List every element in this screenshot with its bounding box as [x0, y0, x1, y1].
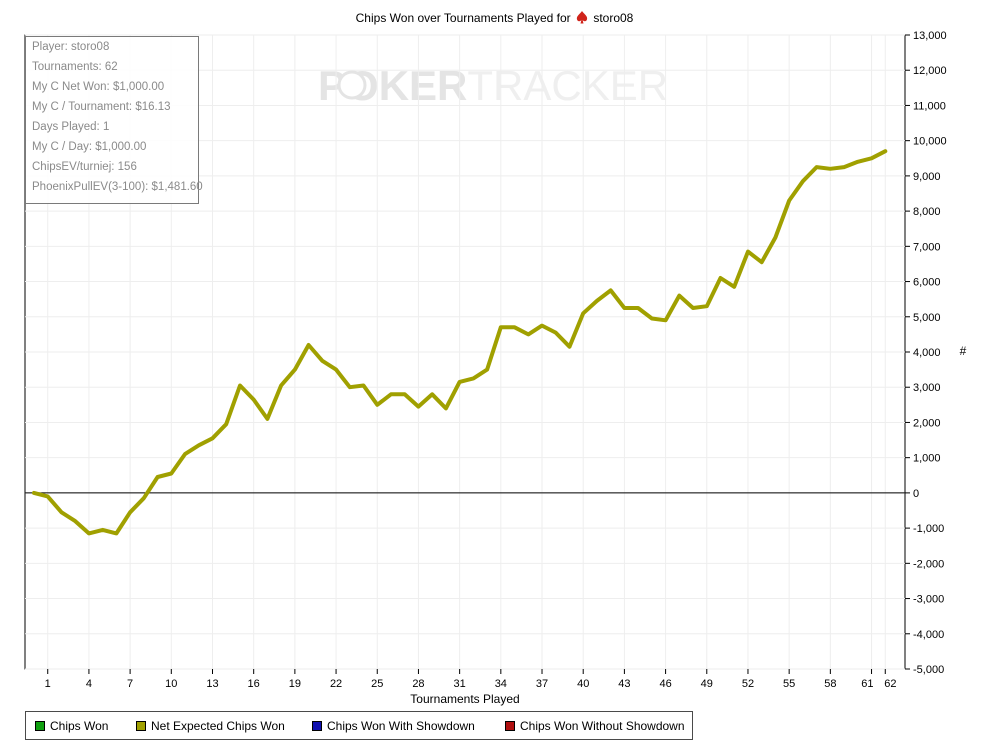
x-tick-label: 61 [861, 678, 873, 690]
legend-label: Net Expected Chips Won [151, 719, 285, 733]
x-tick-label: 16 [248, 678, 260, 690]
x-tick-label: 40 [577, 678, 589, 690]
x-tick-label: 37 [536, 678, 548, 690]
series-group [32, 149, 888, 536]
y-tick-label: 12,000 [913, 65, 947, 77]
y-tick-label: 1,000 [913, 453, 941, 465]
y-tick-label: -2,000 [913, 558, 944, 570]
x-tick-label: 31 [454, 678, 466, 690]
stats-line: ChipsEV/turniej: 156 [32, 161, 137, 173]
chart-title: Chips Won over Tournaments Played for st… [0, 11, 989, 25]
legend-swatch [505, 721, 515, 731]
x-tick-label: 1 [45, 678, 51, 690]
x-tick-label: 25 [371, 678, 383, 690]
watermark-chip-icon [337, 70, 367, 100]
x-tick-label: 13 [206, 678, 218, 690]
y-tick-label: 6,000 [913, 277, 941, 289]
x-axis: 1 4 7 10 13 16 19 22 25 28 31 34 37 40 43 46 49 52 55 58 61 6… [45, 669, 897, 690]
legend-swatch [312, 721, 322, 731]
x-tick-label: 22 [330, 678, 342, 690]
legend-item[interactable]: Chips Won [35, 719, 108, 733]
stats-line: Days Played: 1 [32, 121, 110, 133]
y-tick-label: 10,000 [913, 136, 947, 148]
pokerstars-spade-icon [576, 11, 588, 24]
stats-line: My C Net Won: $1,000.00 [32, 81, 165, 93]
stats-box: Player: storo08 Tournaments: 62 My C Net W… [25, 36, 203, 204]
legend-item[interactable]: Chips Won Without Showdown [505, 719, 685, 733]
y-tick-label: 11,000 [913, 100, 946, 112]
x-tick-label: 58 [824, 678, 836, 690]
stats-line: Player: storo08 [32, 41, 110, 53]
y-tick-label: 2,000 [913, 417, 941, 429]
watermark-text: POKERTRACKER [318, 62, 668, 109]
x-tick-label: 4 [86, 678, 92, 690]
x-tick-label: 46 [659, 678, 671, 690]
legend-swatch [35, 721, 45, 731]
y-tick-label: 3,000 [913, 382, 941, 394]
y-tick-label: -1,000 [913, 523, 944, 535]
legend: Chips Won Net Expected Chips Won Chips Won… [25, 711, 693, 740]
title-player: storo08 [593, 11, 634, 25]
stats-line: My C / Tournament: $16.13 [32, 101, 171, 113]
x-tick-label: 28 [412, 678, 424, 690]
pokertracker-watermark: POKERTRACKER [318, 62, 668, 109]
x-tick-label: 52 [742, 678, 754, 690]
y-tick-label: 5,000 [913, 312, 941, 324]
x-tick-label: 34 [495, 678, 507, 690]
legend-item[interactable]: Net Expected Chips Won [136, 719, 285, 733]
x-tick-label: 62 [884, 678, 896, 690]
y-tick-label: -3,000 [913, 594, 944, 606]
y-tick-label: 0 [913, 488, 919, 500]
x-tick-label: 49 [701, 678, 713, 690]
y-tick-label: 13,000 [913, 30, 947, 42]
y-axis-label: # [960, 344, 967, 358]
y-axis: -5,000 -4,000 -3,000 -2,000 -1,000 0 1,000 2,00… [905, 30, 947, 676]
stats-line: PhoenixPullEV(3-100): $1,481.60 [32, 181, 203, 193]
x-tick-label: 55 [783, 678, 795, 690]
x-tick-label: 19 [289, 678, 301, 690]
legend-item[interactable]: Chips Won With Showdown [312, 719, 475, 733]
x-tick-label: 10 [165, 678, 177, 690]
x-tick-label: 7 [127, 678, 133, 690]
y-tick-label: 9,000 [913, 171, 941, 183]
stats-line: My C / Day: $1,000.00 [32, 141, 147, 153]
legend-swatch [136, 721, 146, 731]
legend-label: Chips Won With Showdown [327, 719, 475, 733]
legend-label: Chips Won Without Showdown [520, 719, 685, 733]
y-tick-label: 4,000 [913, 347, 941, 359]
y-tick-label: -4,000 [913, 629, 944, 641]
x-tick-label: 43 [618, 678, 630, 690]
y-tick-label: 7,000 [913, 241, 941, 253]
title-prefix: Chips Won over Tournaments Played for [355, 11, 571, 25]
y-tick-label: -5,000 [913, 664, 944, 676]
legend-label: Chips Won [50, 719, 109, 733]
series-line-net-expected-chips-won [32, 149, 888, 536]
stats-line: Tournaments: 62 [32, 61, 118, 73]
x-axis-label: Tournaments Played [410, 692, 519, 706]
y-tick-label: 8,000 [913, 206, 941, 218]
